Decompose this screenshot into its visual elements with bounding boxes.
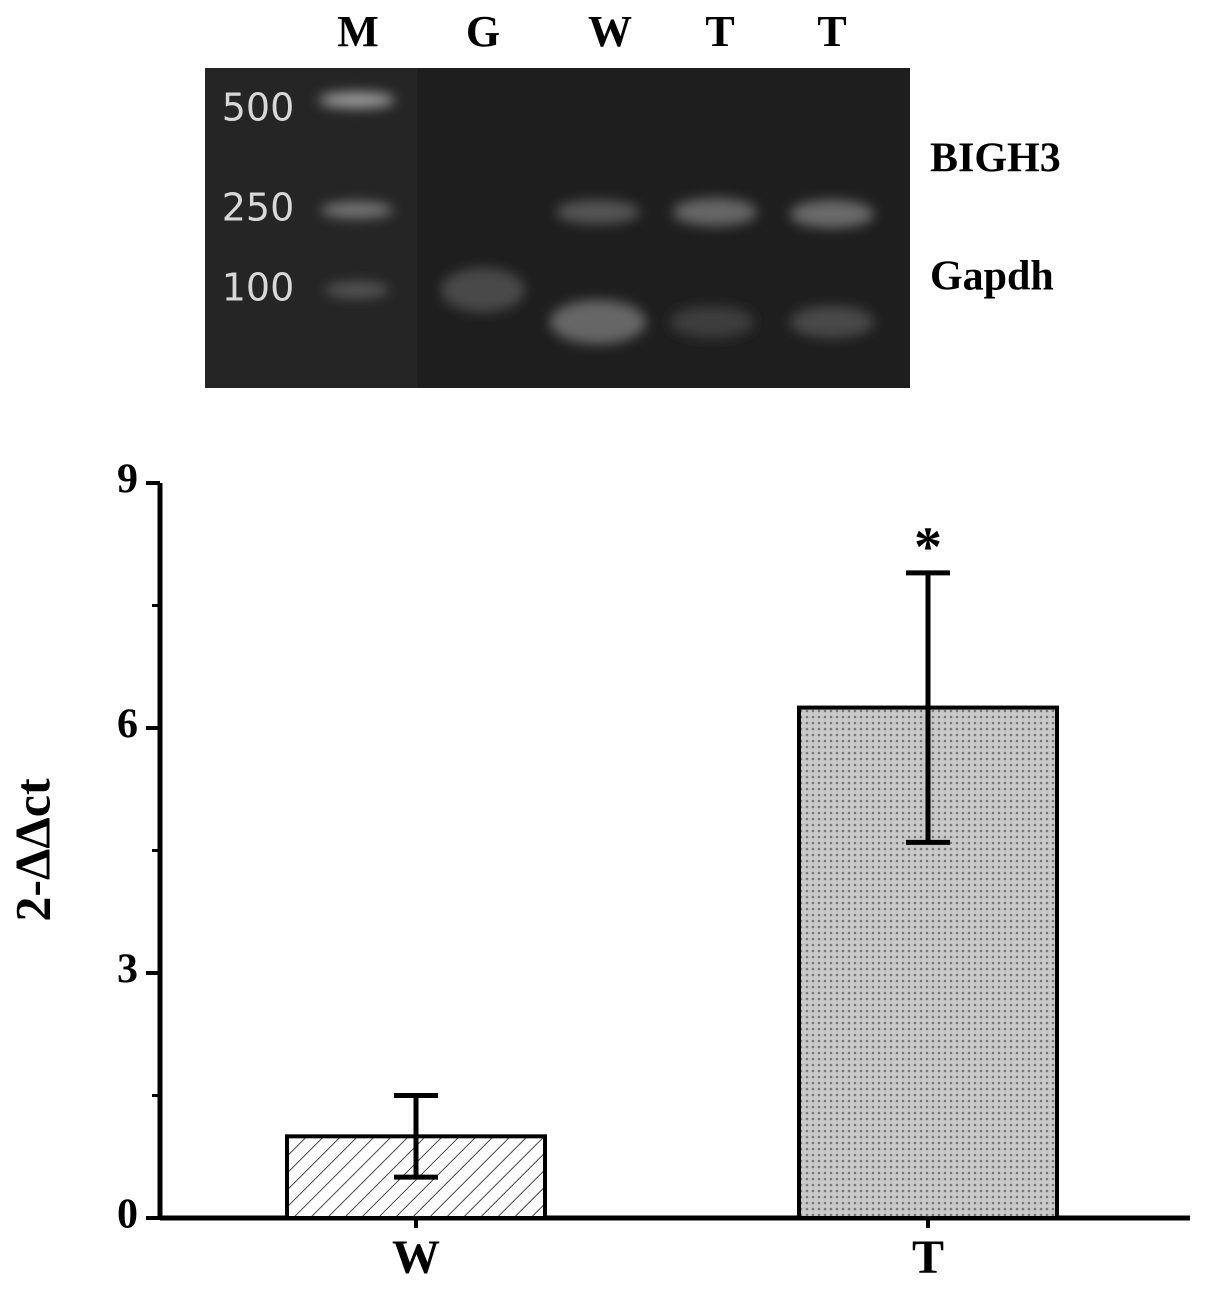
lane-label: T (817, 7, 846, 56)
marker-size-label: 100 (222, 266, 295, 310)
gel-bands (319, 92, 874, 344)
band-label: BIGH3 (930, 136, 1061, 182)
gel-marker-region (205, 68, 417, 388)
significance-annotation: * (914, 517, 942, 579)
marker-size-label: 500 (222, 86, 295, 130)
lane-label: W (588, 7, 632, 56)
lane-label: G (466, 7, 500, 56)
gel-image (205, 68, 910, 388)
lane-label: M (337, 7, 379, 56)
x-tick-label: T (912, 1231, 944, 1284)
marker-size-label: 250 (222, 186, 295, 230)
y-axis-label: 2-ΔΔct (4, 778, 60, 922)
band-label: Gapdh (930, 254, 1054, 300)
y-tick-label: 9 (117, 457, 138, 503)
y-tick-label: 6 (117, 702, 138, 748)
y-tick-label: 3 (117, 947, 138, 993)
y-tick-label: 0 (117, 1192, 138, 1238)
lane-label: T (705, 7, 734, 56)
x-tick-label: W (392, 1231, 440, 1284)
